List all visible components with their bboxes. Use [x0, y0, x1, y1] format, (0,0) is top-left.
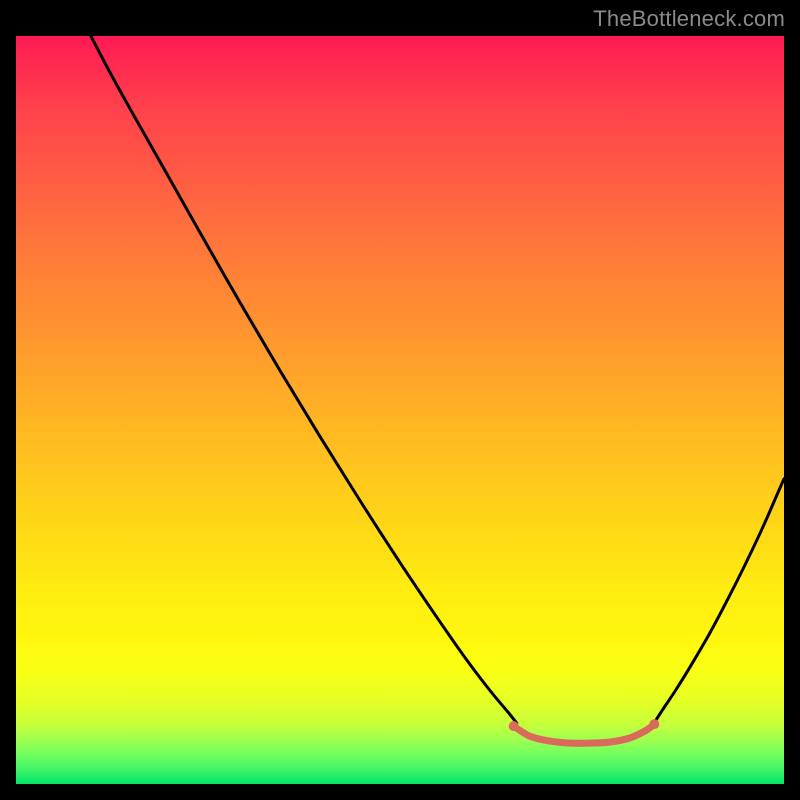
watermark-label: TheBottleneck.com [593, 6, 785, 32]
curve-flat-highlight [514, 724, 655, 743]
flat-highlight-markers [509, 719, 660, 731]
curve-left [90, 36, 517, 723]
curve-overlay-svg [16, 36, 784, 784]
plot-frame [15, 35, 785, 785]
highlight-endpoint-marker [509, 721, 519, 731]
highlight-endpoint-marker [649, 719, 659, 729]
curve-right [653, 479, 784, 724]
